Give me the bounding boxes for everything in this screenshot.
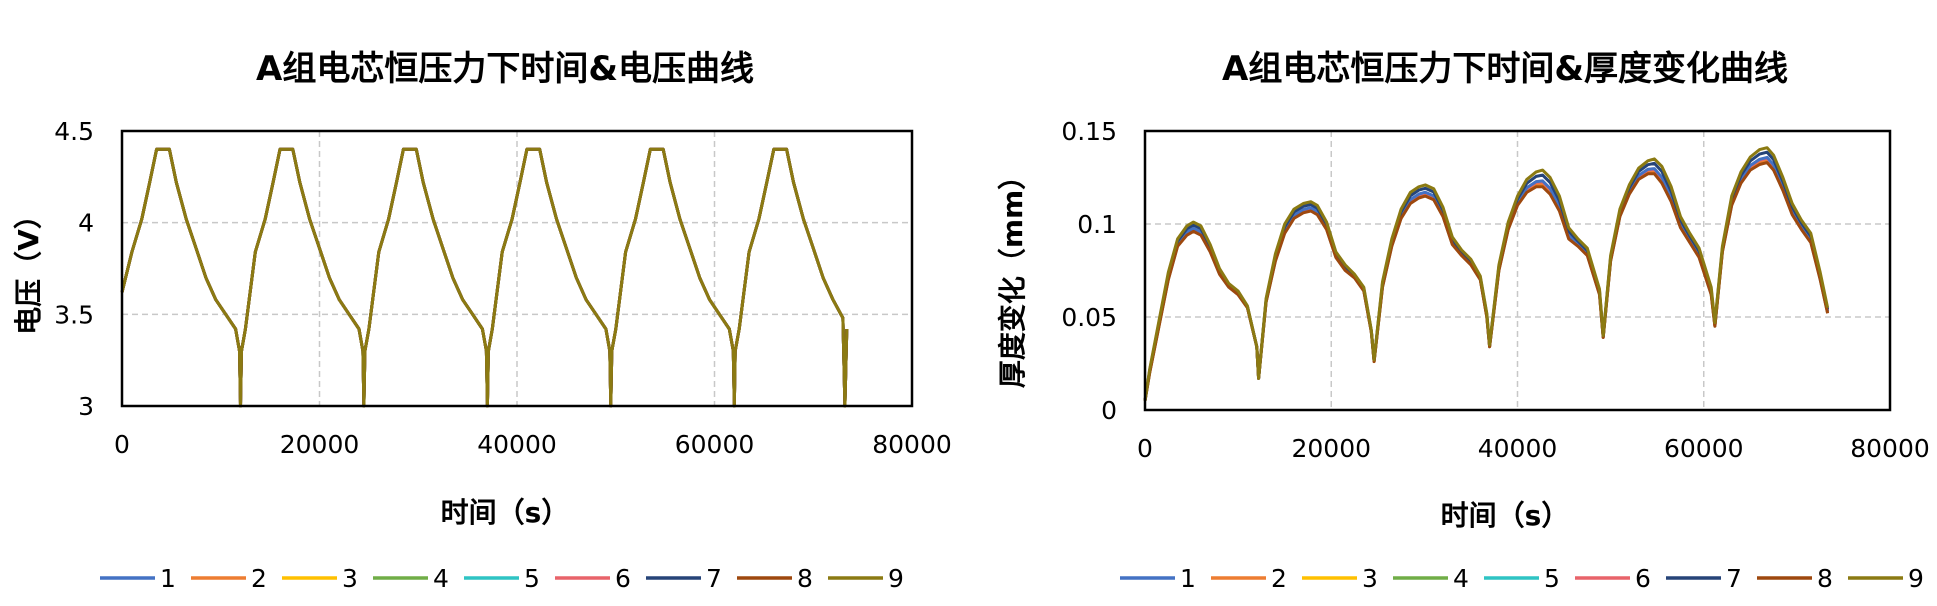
voltage-legend-label-7: 7 (706, 564, 722, 593)
voltage-chart: A组电芯恒压力下时间&电压曲线 3 3.5 4 4.5 0 20000 40000 6000… (12, 49, 952, 593)
voltage-chart-title: A组电芯恒压力下时间&电压曲线 (256, 49, 754, 89)
thickness-chart-title: A组电芯恒压力下时间&厚度变化曲线 (1222, 49, 1788, 89)
thickness-y-tick-label: 0.1 (1077, 210, 1117, 239)
thickness-legend-label-5: 5 (1544, 564, 1560, 593)
thickness-chart-y-ticks: 0 0.05 0.1 0.15 (1061, 117, 1117, 425)
thickness-series-4-line (1143, 157, 1830, 401)
thickness-series-6-line (1143, 156, 1830, 401)
thickness-series-5-line (1143, 160, 1830, 401)
voltage-chart-legend: 1 2 3 4 5 6 7 8 9 (100, 564, 904, 593)
thickness-chart: A组电芯恒压力下时间&厚度变化曲线 0 0.05 0.1 0.15 0 20000 400… (996, 49, 1930, 593)
thickness-series-2-line (1143, 158, 1830, 401)
thickness-legend-label-3: 3 (1362, 564, 1378, 593)
voltage-y-tick-label: 4 (78, 209, 94, 238)
voltage-chart-y-ticks: 3 3.5 4 4.5 (54, 117, 94, 421)
thickness-legend-label-1: 1 (1180, 564, 1196, 593)
thickness-chart-plot-border (1143, 129, 1892, 412)
voltage-series-7-line (120, 147, 849, 408)
voltage-legend-label-3: 3 (342, 564, 358, 593)
thickness-chart-legend: 1 2 3 4 5 6 7 8 9 (1120, 564, 1924, 593)
thickness-chart-grid (1145, 131, 1890, 410)
voltage-x-tick-label: 20000 (280, 430, 360, 459)
thickness-legend-label-6: 6 (1635, 564, 1651, 593)
thickness-x-tick-label: 0 (1137, 434, 1153, 463)
voltage-legend-label-6: 6 (615, 564, 631, 593)
voltage-x-tick-label: 80000 (872, 430, 952, 459)
thickness-x-tick-label: 80000 (1850, 434, 1930, 463)
voltage-chart-x-axis-title: 时间（s） (441, 496, 570, 529)
thickness-x-tick-label: 40000 (1478, 434, 1558, 463)
voltage-legend-label-8: 8 (797, 564, 813, 593)
voltage-chart-x-ticks: 0 20000 40000 60000 80000 (114, 430, 952, 459)
voltage-chart-plot-border (120, 129, 914, 408)
thickness-chart-series (1143, 146, 1830, 401)
voltage-x-tick-label: 60000 (675, 430, 755, 459)
voltage-series-1-line (120, 147, 849, 408)
thickness-x-tick-label: 20000 (1291, 434, 1371, 463)
thickness-legend-label-2: 2 (1271, 564, 1287, 593)
voltage-chart-series (120, 147, 849, 408)
thickness-series-1-line (1143, 155, 1830, 401)
voltage-x-tick-label: 40000 (477, 430, 557, 459)
voltage-series-5-line (120, 147, 849, 408)
thickness-y-tick-label: 0.15 (1061, 117, 1117, 146)
voltage-series-3-line (120, 147, 849, 408)
thickness-legend-label-7: 7 (1726, 564, 1742, 593)
thickness-y-tick-label: 0 (1101, 396, 1117, 425)
voltage-y-tick-label: 4.5 (54, 117, 94, 146)
voltage-chart-grid (122, 131, 912, 406)
thickness-chart-y-axis-title: 厚度变化（mm） (996, 162, 1029, 388)
thickness-series-9-line (1143, 146, 1830, 401)
thickness-legend-label-9: 9 (1908, 564, 1924, 593)
thickness-series-3-line (1143, 158, 1830, 401)
voltage-legend-label-5: 5 (524, 564, 540, 593)
voltage-series-9-line (120, 147, 849, 408)
voltage-legend-label-4: 4 (433, 564, 449, 593)
thickness-chart-x-ticks: 0 20000 40000 60000 80000 (1137, 434, 1930, 463)
thickness-legend-label-8: 8 (1817, 564, 1833, 593)
thickness-x-tick-label: 60000 (1664, 434, 1744, 463)
voltage-chart-y-axis-title: 电压（V） (12, 201, 45, 335)
thickness-series-8-line (1143, 161, 1830, 401)
thickness-chart-x-axis-title: 时间（s） (1441, 499, 1570, 532)
voltage-x-tick-label: 0 (114, 430, 130, 459)
thickness-legend-label-4: 4 (1453, 564, 1469, 593)
thickness-series-7-line (1143, 150, 1830, 401)
thickness-y-tick-label: 0.05 (1061, 303, 1117, 332)
voltage-series-2-line (120, 147, 849, 408)
voltage-y-tick-label: 3.5 (54, 300, 94, 329)
voltage-legend-label-1: 1 (160, 564, 176, 593)
voltage-legend-label-9: 9 (888, 564, 904, 593)
voltage-y-tick-label: 3 (78, 392, 94, 421)
voltage-legend-label-2: 2 (251, 564, 267, 593)
voltage-series-6-line (120, 147, 849, 408)
voltage-series-4-line (120, 147, 849, 408)
voltage-series-8-line (120, 147, 849, 408)
